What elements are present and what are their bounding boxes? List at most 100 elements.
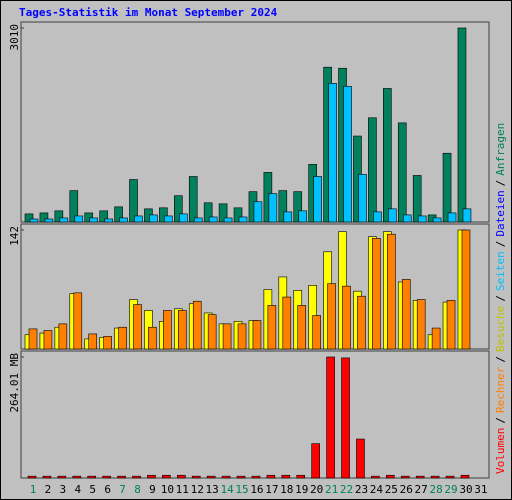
panel [20,21,490,223]
bar [457,27,467,223]
bar [372,238,381,350]
bar [266,474,276,479]
bar [223,217,233,223]
legend-entry: Dateien [494,190,507,236]
x-tick-label: 15 [235,483,248,496]
bar [162,474,171,479]
x-tick-label: 7 [119,483,126,496]
bar [24,213,34,223]
legend-entry: Besuche [494,306,507,352]
bar [99,210,108,223]
x-tick-label: 12 [191,483,204,496]
bar [177,474,186,479]
bar [133,304,142,350]
legend-entry: Anfragen [494,123,507,176]
legend-separator: / [494,417,507,424]
bar [74,215,84,223]
legend-entry: Rechner [494,366,507,413]
x-tick-label: 21 [325,483,338,496]
bar [387,233,396,350]
x-tick-label: 25 [385,483,398,496]
bar [460,474,470,479]
bar [102,475,111,479]
bar [236,475,246,479]
bar [117,475,126,479]
y-tick-label: 3010 [8,24,21,51]
bar [69,190,79,223]
bar [174,195,183,223]
bar [343,86,352,223]
x-tick-label: 19 [295,483,308,496]
bar [203,202,213,223]
bar [386,474,395,479]
bar [29,218,39,223]
bar [84,212,94,223]
x-tick-label: 5 [89,483,96,496]
bar [312,315,321,350]
legend-separator: / [494,295,507,302]
bar [446,300,456,350]
bar [442,152,452,223]
bar [88,333,98,350]
x-tick-label: 18 [280,483,293,496]
legend-separator: / [494,356,507,363]
x-tick-label: 11 [176,483,189,496]
bar [373,211,382,223]
bar [164,215,173,223]
y-tick-label: 142 [8,226,21,246]
bar [356,438,365,479]
bar [415,475,425,479]
x-tick-label: 31 [474,483,487,496]
bar [134,215,143,223]
legend-entry: Volumen [494,428,507,474]
bar [462,208,472,223]
x-tick-label: 14 [220,483,234,496]
bar [341,357,350,479]
bar [368,117,377,223]
bar [253,201,263,223]
legend: Volumen / Rechner / Besuche / Seiten / Dateien / A… [494,123,507,474]
bar [27,475,37,479]
bar [278,190,288,223]
bar [311,443,320,479]
bar [397,122,407,223]
x-tick-label: 6 [104,483,111,496]
bar [73,292,83,350]
bar [237,323,247,350]
bar [461,229,471,350]
bar [357,295,366,350]
bar [417,215,427,223]
bar [326,356,335,479]
bar [87,475,97,479]
bar [297,305,307,350]
bar [447,212,457,223]
bar [401,279,411,350]
bar [293,191,303,223]
panel [20,350,490,479]
bar [432,217,442,223]
x-tick-label: 13 [206,483,219,496]
x-tick-label: 23 [355,483,368,496]
bar [57,475,67,479]
bar [59,217,69,223]
x-tick-label: 3 [60,483,67,496]
bar [358,174,367,223]
x-tick-label: 8 [134,483,141,496]
bar [188,176,198,223]
bar [267,305,277,350]
bar [282,296,292,350]
bar [58,323,68,350]
bar [148,326,157,350]
bar [28,328,38,350]
bar [118,326,127,350]
x-tick-label: 4 [74,483,81,496]
bar [313,176,322,223]
bar [54,210,64,223]
bar [221,475,231,479]
bar [129,179,138,223]
bar [388,208,397,223]
legend-separator: / [494,180,507,187]
chart-title: Tages-Statistik im Monat September 2024 [19,6,278,19]
x-tick-label: 17 [265,483,278,496]
